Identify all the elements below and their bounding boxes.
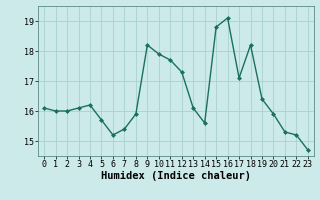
X-axis label: Humidex (Indice chaleur): Humidex (Indice chaleur) — [101, 171, 251, 181]
